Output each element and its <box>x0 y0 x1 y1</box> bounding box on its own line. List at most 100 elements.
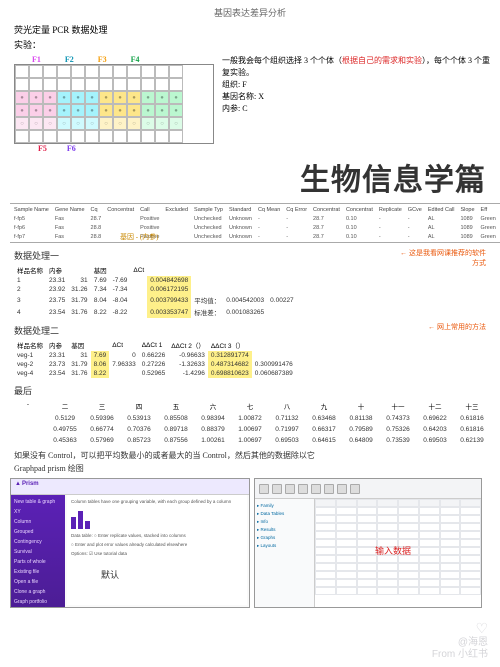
sheet-cell[interactable] <box>357 515 378 523</box>
sheet-cell[interactable] <box>315 555 336 563</box>
toolbar-icon[interactable] <box>350 484 360 494</box>
sheet-cell[interactable] <box>460 571 481 579</box>
prism-sidebar-item[interactable]: Grouped <box>14 529 62 535</box>
sheet-cell[interactable] <box>357 531 378 539</box>
sheet-cell[interactable] <box>377 571 398 579</box>
sheet-cell[interactable] <box>336 547 357 555</box>
sheet-cell[interactable] <box>440 579 461 587</box>
sheet-cell[interactable] <box>315 547 336 555</box>
sheet-cell[interactable] <box>377 515 398 523</box>
toolbar-icon[interactable] <box>324 484 334 494</box>
sheet-cell[interactable] <box>398 579 419 587</box>
sheet-cell[interactable] <box>315 507 336 515</box>
sheet-cell[interactable] <box>419 571 440 579</box>
sheet-cell[interactable] <box>315 523 336 531</box>
prism-nav-item[interactable]: ▸ Graphs <box>257 535 312 541</box>
toolbar-icon[interactable] <box>285 484 295 494</box>
sheet-cell[interactable] <box>357 587 378 595</box>
sheet-cell[interactable] <box>440 507 461 515</box>
prism-sidebar-item[interactable]: Survival <box>14 549 62 555</box>
sheet-cell[interactable] <box>336 515 357 523</box>
toolbar-icon[interactable] <box>311 484 321 494</box>
sheet-cell[interactable] <box>440 571 461 579</box>
sheet-cell[interactable] <box>398 571 419 579</box>
sheet-cell[interactable] <box>377 563 398 571</box>
sheet-cell[interactable] <box>315 531 336 539</box>
sheet-cell[interactable] <box>419 531 440 539</box>
sheet-cell[interactable] <box>440 539 461 547</box>
prism-sidebar-item[interactable]: Parts of whole <box>14 559 62 565</box>
sheet-cell[interactable] <box>357 579 378 587</box>
prism-nav-item[interactable]: ▸ Info <box>257 519 312 525</box>
sheet-cell[interactable] <box>419 579 440 587</box>
sheet-cell[interactable] <box>460 531 481 539</box>
sheet-cell[interactable] <box>377 507 398 515</box>
sheet-cell[interactable] <box>460 555 481 563</box>
prism-sidebar-item[interactable]: Contingency <box>14 539 62 545</box>
sheet-cell[interactable] <box>377 587 398 595</box>
sheet-cell[interactable] <box>440 531 461 539</box>
sheet-cell[interactable] <box>398 587 419 595</box>
sheet-cell[interactable] <box>419 507 440 515</box>
sheet-cell[interactable] <box>336 579 357 587</box>
prism-nav-item[interactable]: ▸ Data Tables <box>257 511 312 517</box>
prism-sidebar-item[interactable]: Graph portfolio <box>14 599 62 605</box>
sheet-cell[interactable] <box>336 507 357 515</box>
sheet-cell[interactable] <box>440 587 461 595</box>
sheet-cell[interactable] <box>419 499 440 507</box>
sheet-cell[interactable] <box>460 563 481 571</box>
sheet-cell[interactable] <box>336 499 357 507</box>
sheet-cell[interactable] <box>460 587 481 595</box>
sheet-cell[interactable] <box>419 563 440 571</box>
sheet-cell[interactable] <box>315 539 336 547</box>
sheet-cell[interactable] <box>460 547 481 555</box>
sheet-cell[interactable] <box>398 499 419 507</box>
prism-sidebar-item[interactable]: Column <box>14 519 62 525</box>
sheet-cell[interactable] <box>460 579 481 587</box>
sheet-cell[interactable] <box>440 563 461 571</box>
prism-sidebar-item[interactable]: XY <box>14 509 62 515</box>
sheet-cell[interactable] <box>336 563 357 571</box>
prism-nav-item[interactable]: ▸ Layouts <box>257 543 312 549</box>
sheet-cell[interactable] <box>419 539 440 547</box>
sheet-cell[interactable] <box>398 515 419 523</box>
sheet-cell[interactable] <box>419 547 440 555</box>
sheet-cell[interactable] <box>357 499 378 507</box>
sheet-cell[interactable] <box>357 507 378 515</box>
toolbar-icon[interactable] <box>272 484 282 494</box>
sheet-cell[interactable] <box>440 555 461 563</box>
sheet-cell[interactable] <box>460 499 481 507</box>
sheet-cell[interactable] <box>336 587 357 595</box>
sheet-cell[interactable] <box>440 515 461 523</box>
sheet-cell[interactable] <box>357 523 378 531</box>
prism-nav-item[interactable]: ▸ Family <box>257 503 312 509</box>
prism-sidebar-item[interactable]: Open a file <box>14 579 62 585</box>
sheet-cell[interactable] <box>315 587 336 595</box>
sheet-cell[interactable] <box>440 547 461 555</box>
sheet-cell[interactable] <box>336 555 357 563</box>
sheet-cell[interactable] <box>377 523 398 531</box>
sheet-cell[interactable] <box>315 579 336 587</box>
sheet-cell[interactable] <box>460 507 481 515</box>
sheet-cell[interactable] <box>398 563 419 571</box>
sheet-cell[interactable] <box>419 515 440 523</box>
toolbar-icon[interactable] <box>298 484 308 494</box>
prism-sidebar-item[interactable]: Existing file <box>14 569 62 575</box>
sheet-cell[interactable] <box>377 531 398 539</box>
sheet-cell[interactable] <box>357 571 378 579</box>
sheet-cell[interactable] <box>460 539 481 547</box>
prism-sidebar-item[interactable]: New table & graph <box>14 499 62 505</box>
sheet-cell[interactable] <box>419 587 440 595</box>
sheet-cell[interactable] <box>336 539 357 547</box>
sheet-cell[interactable] <box>460 523 481 531</box>
toolbar-icon[interactable] <box>259 484 269 494</box>
prism-nav-item[interactable]: ▸ Results <box>257 527 312 533</box>
toolbar-icon[interactable] <box>337 484 347 494</box>
sheet-cell[interactable] <box>315 515 336 523</box>
sheet-cell[interactable] <box>336 531 357 539</box>
prism-sidebar-item[interactable]: Clone a graph <box>14 589 62 595</box>
sheet-cell[interactable] <box>336 571 357 579</box>
sheet-cell[interactable] <box>398 531 419 539</box>
sheet-cell[interactable] <box>398 507 419 515</box>
sheet-cell[interactable] <box>398 523 419 531</box>
